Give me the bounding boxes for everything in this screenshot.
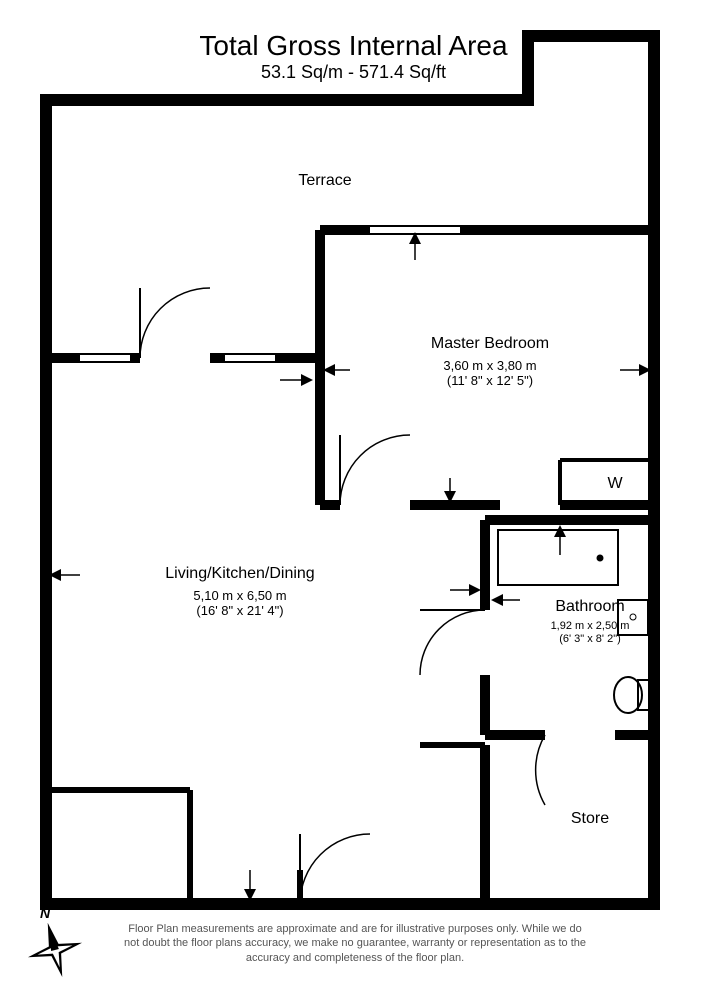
store-label: Store: [540, 810, 640, 828]
title-sub: 53.1 Sq/m - 571.4 Sq/ft: [0, 62, 707, 83]
bathroom-label: Bathroom: [530, 598, 650, 616]
bathroom-dim-m: 1,92 m x 2,50 m: [530, 620, 650, 632]
bedroom-dim-m: 3,60 m x 3,80 m: [400, 358, 580, 373]
living-label: Living/Kitchen/Dining: [130, 565, 350, 583]
floor-plan-svg: N: [0, 0, 707, 1000]
compass-n-label: N: [40, 905, 51, 921]
compass-icon: [21, 916, 90, 985]
terrace-label: Terrace: [250, 172, 400, 190]
living-dim-ft: (16' 8" x 21' 4"): [130, 603, 350, 618]
bedroom-label: Master Bedroom: [400, 335, 580, 353]
title-main: Total Gross Internal Area: [0, 30, 707, 62]
disclaimer-text: Floor Plan measurements are approximate …: [120, 922, 590, 965]
bathroom-dim-ft: (6' 3" x 8' 2"): [530, 633, 650, 645]
bedroom-dim-ft: (11' 8" x 12' 5"): [400, 373, 580, 388]
living-dim-m: 5,10 m x 6,50 m: [130, 588, 350, 603]
wardrobe-label: W: [595, 475, 635, 493]
